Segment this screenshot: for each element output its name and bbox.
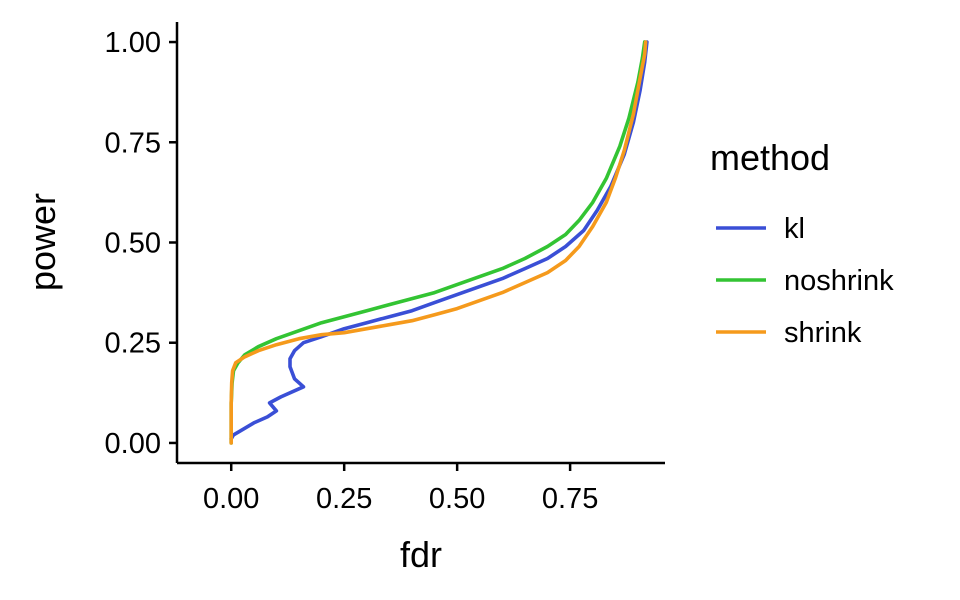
legend-label-kl: kl [784,213,805,245]
plot-lines [229,40,649,445]
x-tick-label: 0.75 [542,483,598,515]
series-line-noshrink [229,40,647,445]
x-axis-title: fdr [400,534,442,575]
x-tick-label: 0.25 [316,483,372,515]
y-axis-title: power [22,193,63,291]
y-tick-label: 0.50 [105,228,161,260]
legend: method kl noshrink shrink [710,137,894,349]
legend-title: method [710,137,830,178]
y-tick-label: 1.00 [105,27,161,59]
series-line-kl [229,40,649,441]
x-tick-label: 0.00 [203,483,259,515]
x-tick-label: 0.50 [429,483,485,515]
y-tick-label: 0.25 [105,328,161,360]
y-ticks: 0.00 0.25 0.50 0.75 1.00 [105,27,177,460]
y-tick-label: 0.75 [105,127,161,159]
legend-label-shrink: shrink [784,317,862,349]
series-line-shrink [229,40,648,445]
legend-label-noshrink: noshrink [784,265,894,297]
x-ticks: 0.00 0.25 0.50 0.75 [203,463,598,515]
y-tick-label: 0.00 [105,428,161,460]
